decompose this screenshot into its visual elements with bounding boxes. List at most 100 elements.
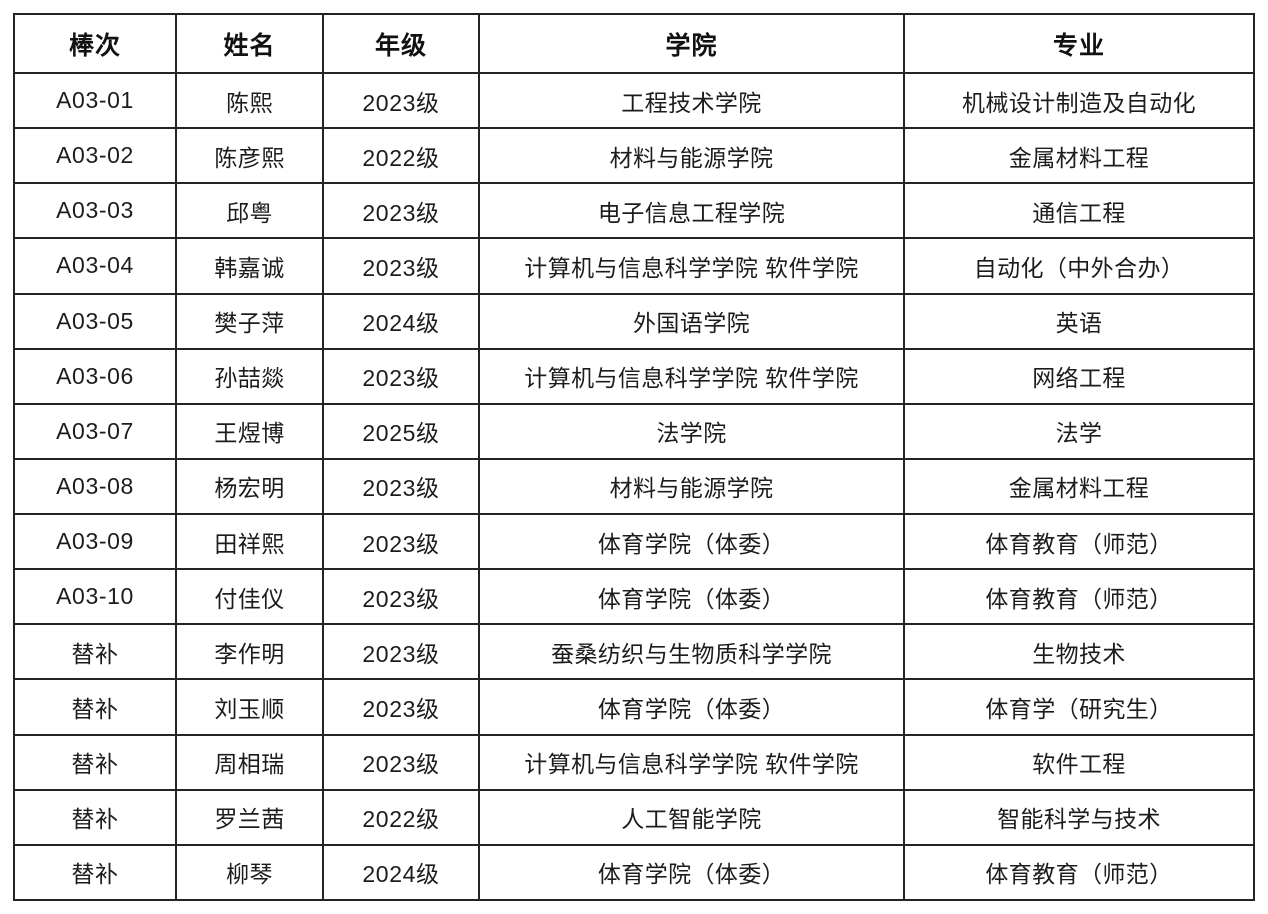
cell-college: 电子信息工程学院 (478, 182, 905, 240)
cell-major: 英语 (903, 292, 1255, 350)
cell-name: 韩嘉诚 (175, 237, 324, 295)
cell-name: 王煜博 (175, 402, 324, 460)
cell-name: 邱粤 (175, 182, 324, 240)
cell-grade: 2023级 (322, 237, 480, 295)
cell-grade: 2023级 (322, 512, 480, 571)
cell-grade: 2023级 (322, 182, 480, 240)
cell-major: 生物技术 (903, 623, 1255, 681)
cell-leg: A03-05 (13, 292, 177, 350)
cell-grade: 2023级 (322, 568, 480, 626)
cell-leg: A03-03 (13, 182, 177, 240)
cell-major: 机械设计制造及自动化 (903, 71, 1255, 130)
table-header-row: 棒次 姓名 年级 学院 专业 (13, 13, 1255, 74)
cell-name: 周相瑞 (175, 733, 324, 791)
cell-name: 李作明 (175, 623, 324, 681)
cell-college: 材料与能源学院 (478, 127, 905, 185)
table-row: 替补 柳琴 2024级 体育学院（体委） 体育教育（师范） (13, 843, 1255, 902)
cell-leg: 替补 (13, 678, 177, 736)
cell-name: 田祥熙 (175, 512, 324, 571)
cell-name: 陈熙 (175, 71, 324, 130)
cell-name: 樊子萍 (175, 292, 324, 350)
cell-leg: A03-07 (13, 402, 177, 460)
cell-major: 体育教育（师范） (903, 512, 1255, 571)
table-row: A03-09 田祥熙 2023级 体育学院（体委） 体育教育（师范） (13, 512, 1255, 571)
cell-grade: 2023级 (322, 678, 480, 736)
cell-college: 材料与能源学院 (478, 457, 905, 516)
cell-major: 体育教育（师范） (903, 843, 1255, 902)
cell-grade: 2023级 (322, 71, 480, 130)
cell-name: 柳琴 (175, 843, 324, 902)
cell-leg: 替补 (13, 843, 177, 902)
cell-college: 体育学院（体委） (478, 843, 905, 902)
cell-name: 陈彦熙 (175, 127, 324, 185)
table-row: A03-01 陈熙 2023级 工程技术学院 机械设计制造及自动化 (13, 71, 1255, 130)
table-row: A03-06 孙喆燚 2023级 计算机与信息科学学院 软件学院 网络工程 (13, 347, 1255, 405)
cell-grade: 2025级 (322, 402, 480, 460)
table-row: A03-10 付佳仪 2023级 体育学院（体委） 体育教育（师范） (13, 568, 1255, 626)
cell-grade: 2023级 (322, 623, 480, 681)
cell-major: 体育教育（师范） (903, 568, 1255, 626)
cell-college: 人工智能学院 (478, 788, 905, 846)
cell-major: 软件工程 (903, 733, 1255, 791)
cell-college: 体育学院（体委） (478, 568, 905, 626)
cell-college: 体育学院（体委） (478, 512, 905, 571)
cell-college: 法学院 (478, 402, 905, 460)
cell-major: 网络工程 (903, 347, 1255, 405)
cell-leg: A03-08 (13, 457, 177, 516)
cell-grade: 2023级 (322, 457, 480, 516)
table-row: A03-02 陈彦熙 2022级 材料与能源学院 金属材料工程 (13, 127, 1255, 185)
table-row: A03-03 邱粤 2023级 电子信息工程学院 通信工程 (13, 182, 1255, 240)
cell-name: 杨宏明 (175, 457, 324, 516)
cell-major: 法学 (903, 402, 1255, 460)
cell-leg: A03-06 (13, 347, 177, 405)
cell-college: 计算机与信息科学学院 软件学院 (478, 733, 905, 791)
cell-name: 刘玉顺 (175, 678, 324, 736)
cell-college: 计算机与信息科学学院 软件学院 (478, 237, 905, 295)
cell-leg: 替补 (13, 623, 177, 681)
table-row: 替补 刘玉顺 2023级 体育学院（体委） 体育学（研究生） (13, 678, 1255, 736)
cell-leg: A03-10 (13, 568, 177, 626)
cell-grade: 2022级 (322, 788, 480, 846)
table-row: 替补 李作明 2023级 蚕桑纺织与生物质科学学院 生物技术 (13, 623, 1255, 681)
cell-name: 孙喆燚 (175, 347, 324, 405)
cell-name: 付佳仪 (175, 568, 324, 626)
cell-major: 通信工程 (903, 182, 1255, 240)
cell-major: 智能科学与技术 (903, 788, 1255, 846)
cell-grade: 2024级 (322, 292, 480, 350)
column-header-major: 专业 (903, 13, 1255, 74)
column-header-grade: 年级 (322, 13, 480, 74)
cell-college: 蚕桑纺织与生物质科学学院 (478, 623, 905, 681)
cell-grade: 2023级 (322, 733, 480, 791)
table-header: 棒次 姓名 年级 学院 专业 (13, 13, 1255, 74)
cell-major: 体育学（研究生） (903, 678, 1255, 736)
table-row: A03-07 王煜博 2025级 法学院 法学 (13, 402, 1255, 460)
cell-college: 体育学院（体委） (478, 678, 905, 736)
table-row: 替补 罗兰茜 2022级 人工智能学院 智能科学与技术 (13, 788, 1255, 846)
column-header-leg: 棒次 (13, 13, 177, 74)
cell-leg: A03-09 (13, 512, 177, 571)
cell-major: 自动化（中外合办） (903, 237, 1255, 295)
cell-leg: 替补 (13, 788, 177, 846)
cell-college: 外国语学院 (478, 292, 905, 350)
table-body: A03-01 陈熙 2023级 工程技术学院 机械设计制造及自动化 A03-02 陈彦熙 20… (13, 71, 1255, 902)
table-row: A03-05 樊子萍 2024级 外国语学院 英语 (13, 292, 1255, 350)
cell-major: 金属材料工程 (903, 457, 1255, 516)
roster-sheet: 棒次 姓名 年级 学院 专业 A03-01 陈熙 2023级 工程技术学院 机械设计制造… (13, 13, 1255, 902)
column-header-college: 学院 (478, 13, 905, 74)
table-row: A03-04 韩嘉诚 2023级 计算机与信息科学学院 软件学院 自动化（中外合办） (13, 237, 1255, 295)
cell-leg: A03-04 (13, 237, 177, 295)
table-row: A03-08 杨宏明 2023级 材料与能源学院 金属材料工程 (13, 457, 1255, 516)
cell-major: 金属材料工程 (903, 127, 1255, 185)
cell-leg: A03-02 (13, 127, 177, 185)
table-row: 替补 周相瑞 2023级 计算机与信息科学学院 软件学院 软件工程 (13, 733, 1255, 791)
column-header-name: 姓名 (175, 13, 324, 74)
cell-name: 罗兰茜 (175, 788, 324, 846)
cell-grade: 2023级 (322, 347, 480, 405)
cell-grade: 2022级 (322, 127, 480, 185)
cell-leg: A03-01 (13, 71, 177, 130)
cell-grade: 2024级 (322, 843, 480, 902)
cell-college: 工程技术学院 (478, 71, 905, 130)
cell-college: 计算机与信息科学学院 软件学院 (478, 347, 905, 405)
cell-leg: 替补 (13, 733, 177, 791)
roster-table: 棒次 姓名 年级 学院 专业 A03-01 陈熙 2023级 工程技术学院 机械设计制造… (13, 13, 1255, 902)
